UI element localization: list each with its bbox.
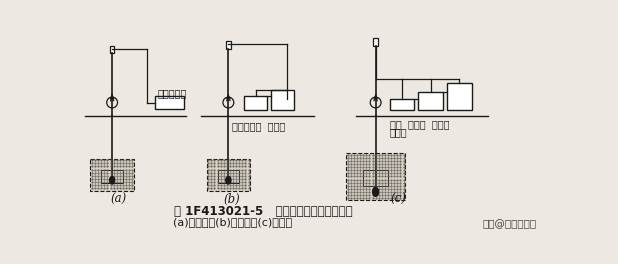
Text: (b): (b) <box>224 194 240 206</box>
Bar <box>447 82 472 110</box>
Text: 高压泥浆泵: 高压泥浆泵 <box>157 89 187 99</box>
Bar <box>363 170 388 186</box>
Bar <box>244 96 267 110</box>
Bar <box>110 46 114 53</box>
Bar <box>389 100 415 110</box>
Text: 清水泵: 清水泵 <box>389 127 407 137</box>
Bar <box>226 41 231 49</box>
Bar <box>101 170 123 183</box>
Ellipse shape <box>226 176 231 184</box>
Text: 高压  空压机  泥浆泵: 高压 空压机 泥浆泵 <box>389 119 449 129</box>
Bar <box>154 96 184 109</box>
Text: (a): (a) <box>110 194 127 206</box>
Bar <box>373 38 378 45</box>
Text: (c): (c) <box>391 194 407 206</box>
Ellipse shape <box>373 187 379 196</box>
Bar <box>90 159 134 191</box>
Bar <box>206 159 250 191</box>
Bar <box>218 170 239 183</box>
Bar <box>271 90 294 110</box>
Ellipse shape <box>109 176 115 184</box>
Bar <box>418 92 443 110</box>
Bar <box>346 153 405 200</box>
Text: 图 1F413021-5   高压喷射灌浆法施工方法: 图 1F413021-5 高压喷射灌浆法施工方法 <box>174 205 352 218</box>
Text: 头条@工程小达人: 头条@工程小达人 <box>483 220 537 230</box>
Text: (a)单管法；(b)二管法；(c)三管法: (a)单管法；(b)二管法；(c)三管法 <box>172 217 292 227</box>
Text: 高压泥浆泵  空压机: 高压泥浆泵 空压机 <box>232 121 286 131</box>
